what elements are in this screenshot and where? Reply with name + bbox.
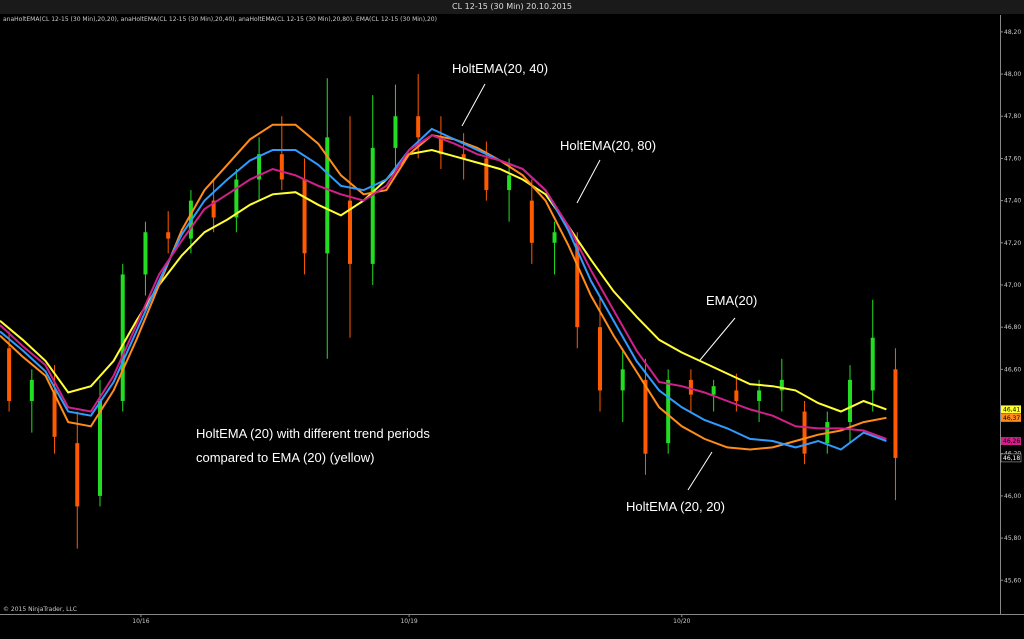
candle-body [848, 379, 852, 423]
candle-body [143, 232, 148, 275]
x-tick-label: 10/20 [673, 618, 690, 625]
candle-body [416, 116, 421, 138]
candle-body [711, 386, 716, 395]
y-tick-label: 48,00 [1004, 71, 1021, 78]
candle-body [870, 337, 875, 391]
candle-body [688, 379, 693, 395]
y-tick-label: 46,80 [1004, 324, 1021, 331]
candle-body [643, 379, 648, 454]
price-marker [1000, 453, 1022, 463]
candle-body [507, 175, 512, 191]
candle-body [734, 390, 739, 401]
annotation: HoltEMA(20, 80) [560, 138, 656, 153]
line-series [0, 127, 887, 451]
candle-body [529, 200, 534, 243]
candle-body [7, 348, 12, 401]
candle-body [370, 147, 375, 264]
candle-body [234, 179, 239, 218]
candle-body [575, 242, 580, 328]
price-marker-label: 46,18 [1003, 455, 1020, 462]
annotation: EMA(20) [706, 293, 757, 308]
candle-body [598, 327, 602, 391]
candle-body [98, 400, 102, 496]
y-tick-label: 47,20 [1004, 240, 1021, 247]
y-tick-label: 48,20 [1004, 29, 1021, 36]
candle-body [29, 379, 34, 401]
price-marker [1001, 437, 1021, 446]
candle-body [325, 137, 330, 254]
candle-body [302, 179, 307, 254]
arrow [699, 317, 736, 361]
annotation: HoltEMA(20, 40) [452, 61, 548, 76]
note: HoltEMA (20) with different trend period… [196, 426, 430, 441]
y-tick-label: 45,60 [1004, 577, 1021, 584]
candle-body [257, 154, 262, 180]
candle-body [75, 443, 80, 507]
y-tick-label: 47,00 [1004, 282, 1021, 289]
candle-body [461, 154, 466, 159]
price-marker-label: 46,26 [1003, 438, 1020, 445]
arrow [687, 451, 713, 491]
candle-body [666, 379, 671, 444]
x-tick-label: 10/19 [400, 618, 417, 625]
price-marker [1001, 405, 1021, 414]
candle-body [279, 154, 284, 180]
copyright: © 2015 NinjaTrader, LLC [3, 606, 77, 613]
price-marker [1001, 413, 1021, 422]
line-series [0, 134, 887, 440]
candle-body [779, 379, 784, 391]
candle-body [348, 200, 352, 264]
price-marker-label: 46,37 [1003, 415, 1020, 422]
candle-body [393, 116, 398, 148]
candle-body [211, 200, 216, 218]
candle-body [438, 137, 443, 155]
candle-body [893, 369, 898, 458]
y-tick-label: 46,60 [1004, 366, 1021, 373]
candle-body [52, 390, 57, 437]
title-bar [0, 0, 1024, 14]
candle-body [620, 369, 625, 391]
indicator-legend: anaHoltEMA(CL 12-15 (30 Min),20,20), ana… [3, 16, 437, 23]
note: compared to EMA (20) (yellow) [196, 450, 374, 465]
price-marker-label: 46,41 [1003, 406, 1020, 413]
y-tick-label: 47,60 [1004, 155, 1021, 162]
line-series [0, 123, 887, 451]
y-tick-label: 45,80 [1004, 535, 1021, 542]
chart-title: CL 12-15 (30 Min) 20.10.2015 [452, 2, 572, 11]
y-tick-label: 46,00 [1004, 493, 1021, 500]
arrow [461, 83, 486, 127]
candle-body [802, 411, 807, 454]
annotation: HoltEMA (20, 20) [626, 499, 725, 514]
candle-body [166, 232, 171, 239]
line-series [0, 148, 887, 413]
candle-body [552, 232, 557, 243]
candle-body [757, 390, 762, 401]
candle-body [120, 274, 125, 401]
candle-body [484, 158, 489, 191]
plot [0, 74, 898, 549]
x-tick-label: 10/16 [132, 618, 149, 625]
y-tick-label: 47,40 [1004, 198, 1021, 205]
y-tick-label: 47,80 [1004, 113, 1021, 120]
arrow [576, 159, 601, 204]
